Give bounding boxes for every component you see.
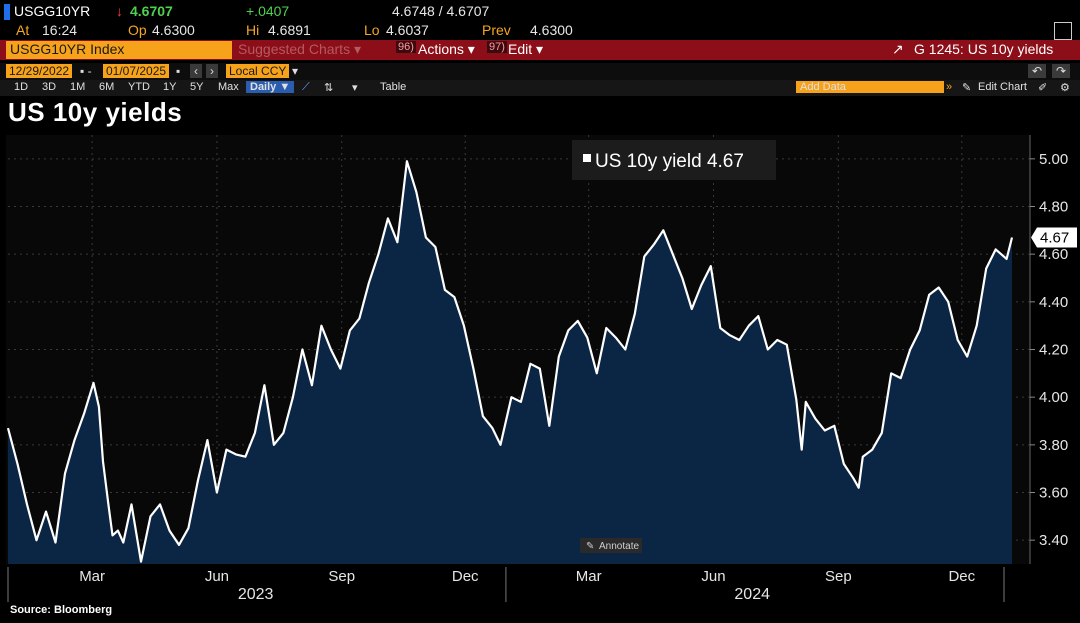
high-label: Hi	[246, 22, 260, 38]
open-value: 4.6300	[152, 22, 195, 38]
start-date-input[interactable]: 12/29/2022	[6, 64, 73, 78]
range-5y[interactable]: 5Y	[190, 81, 204, 93]
table-button[interactable]: Table	[380, 81, 407, 93]
y-tick-label: 5.00	[1039, 151, 1068, 168]
quote-bar: USGG10YR ↓ 4.6707 +.0407 4.6748 / 4.6707…	[0, 0, 1080, 40]
range-ytd[interactable]: YTD	[128, 81, 150, 93]
export-icon[interactable]	[1054, 22, 1072, 40]
add-data-input[interactable]: Add Data	[796, 81, 944, 93]
edit-menu[interactable]: Edit ▾	[508, 41, 544, 57]
range-3d[interactable]: 3D	[42, 81, 57, 93]
chevron-down-icon[interactable]: ▾	[352, 82, 358, 94]
currency-select[interactable]: Local CCY	[226, 64, 290, 78]
last-price: 4.6707	[130, 3, 173, 19]
chart-area: 5.00 4.80 4.60 4.40 4.20 4.00 3.80 3.60 3.40 Mar…	[6, 135, 1077, 603]
y-tick-label: 3.80	[1039, 437, 1068, 454]
x-tick-label: Dec	[948, 568, 975, 585]
date-bar: 12/29/2022 ▪ - 01/07/2025 ▪ ‹ › Local CC…	[0, 63, 1080, 81]
down-arrow-icon: ↓	[116, 3, 123, 19]
edit-menu-number: 97)	[487, 41, 507, 53]
open-label: Op	[128, 22, 147, 38]
y-tick-label: 4.60	[1039, 246, 1068, 263]
range-bar: 1D 3D 1M 6M YTD 1Y 5Y Max Daily ▼ ⟋ ⇅ ▾ …	[0, 80, 1080, 96]
range-1m[interactable]: 1M	[70, 81, 86, 93]
range-max[interactable]: Max	[218, 81, 239, 93]
x-tick-label: Jun	[205, 568, 229, 585]
range-6m[interactable]: 6M	[99, 81, 115, 93]
pencil-icon: ✎	[586, 541, 594, 552]
x-tick-label: Dec	[452, 568, 479, 585]
y-tick-label: 4.00	[1039, 389, 1068, 406]
calendar-icon[interactable]: ▪ -	[80, 64, 92, 78]
pencil-icon[interactable]: ✎	[962, 82, 972, 94]
command-bar: USGG10YR Index Suggested Charts ▾ 96) Ac…	[0, 40, 1080, 60]
year-label: 2024	[734, 586, 770, 603]
x-tick-label: Jun	[701, 568, 725, 585]
range-1y[interactable]: 1Y	[163, 81, 177, 93]
calendar-icon[interactable]: ▪	[176, 64, 181, 78]
y-tick-label: 4.20	[1039, 342, 1068, 359]
legend-label: US 10y yield 4.67	[595, 151, 744, 172]
at-time: 16:24	[42, 22, 78, 38]
y-tick-label: 4.40	[1039, 294, 1068, 311]
end-date-input[interactable]: 01/07/2025	[103, 64, 170, 78]
bid-ask: 4.6748 / 4.6707	[392, 3, 490, 19]
chevron-down-icon[interactable]: ▾	[292, 64, 299, 78]
chart-title: US 10y yields	[8, 97, 183, 127]
prev-period-button[interactable]: ‹	[190, 64, 202, 78]
prev-value: 4.6300	[530, 22, 573, 38]
annotate-label: Annotate	[599, 541, 639, 552]
range-1d[interactable]: 1D	[14, 81, 29, 93]
prev-label: Prev	[482, 22, 511, 38]
annotate-button[interactable]: ✎ Annotate	[580, 538, 642, 553]
draw-icon[interactable]: ✐	[1038, 82, 1048, 94]
legend-swatch	[583, 154, 591, 162]
at-label: At	[16, 22, 30, 38]
x-tick-label: Mar	[576, 568, 602, 585]
last-value-tag	[1031, 227, 1077, 248]
high-value: 4.6891	[268, 22, 311, 38]
net-change: +.0407	[246, 3, 290, 19]
chevron-right-icon[interactable]: »	[946, 81, 953, 93]
legend-box	[572, 140, 776, 180]
frequency-select[interactable]: Daily ▼	[246, 81, 295, 93]
source-note: Source: Bloomberg	[10, 604, 113, 616]
x-axis-ticks: Mar Jun Sep Dec Mar Jun Sep Dec 2023 2024	[7, 567, 1005, 603]
ticker-marker	[4, 4, 10, 20]
ticker-symbol[interactable]: USGG10YR	[14, 3, 91, 19]
next-period-button[interactable]: ›	[206, 64, 218, 78]
low-label: Lo	[364, 22, 380, 38]
actions-menu[interactable]: Actions ▾	[418, 41, 475, 57]
line-chart-icon[interactable]: ⟋	[302, 81, 310, 93]
area-fill	[8, 161, 1012, 564]
x-tick-label: Sep	[825, 568, 852, 585]
security-field[interactable]: USGG10YR Index	[6, 41, 232, 59]
popout-icon[interactable]: ↗	[892, 41, 904, 57]
actions-menu-number: 96)	[396, 41, 416, 53]
y-axis-ticks: 5.00 4.80 4.60 4.40 4.20 4.00 3.80 3.60 3.40	[1030, 151, 1068, 549]
x-tick-label: Sep	[328, 568, 355, 585]
series-line-us-10y-yield	[6, 160, 1014, 563]
suggested-charts-menu[interactable]: Suggested Charts ▾	[238, 41, 361, 57]
redo-icon[interactable]: ↷	[1052, 64, 1071, 78]
last-value-label: 4.67	[1040, 229, 1069, 246]
x-tick-label: Mar	[79, 568, 105, 585]
year-label: 2023	[238, 586, 274, 603]
bar-chart-icon[interactable]: ⇅	[324, 82, 334, 94]
undo-icon[interactable]: ↶	[1028, 64, 1047, 78]
y-tick-label: 3.40	[1039, 532, 1068, 549]
low-value: 4.6037	[386, 22, 429, 38]
y-tick-label: 3.60	[1039, 485, 1068, 502]
chart-id: G 1245: US 10y yields	[914, 41, 1054, 57]
y-tick-label: 4.80	[1039, 199, 1068, 216]
edit-chart-button[interactable]: Edit Chart	[978, 81, 1027, 93]
gear-icon[interactable]: ⚙	[1060, 82, 1070, 94]
